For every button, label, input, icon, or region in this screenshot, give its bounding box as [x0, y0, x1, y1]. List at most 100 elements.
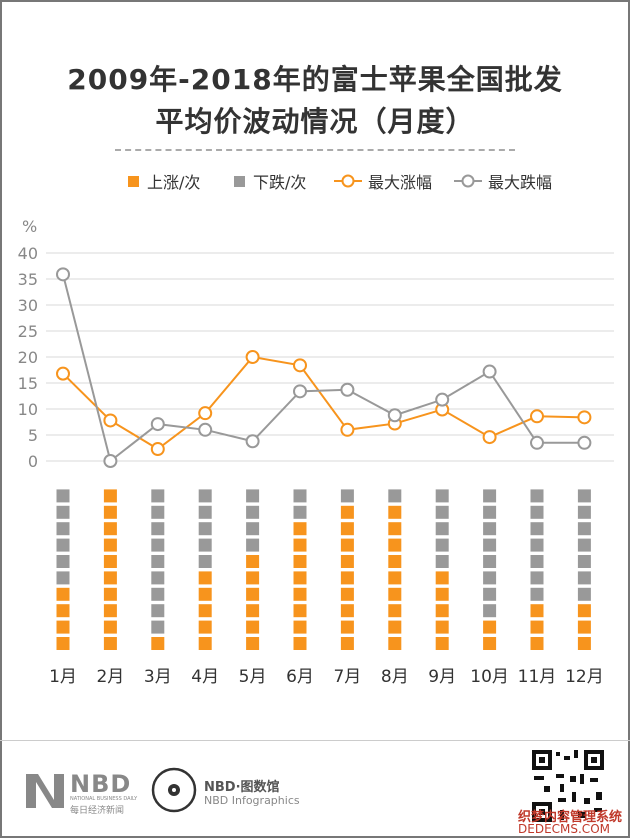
max-down-point-2 — [103, 454, 118, 468]
up-count-square-6-8 — [293, 522, 307, 536]
up-count-square-8-8 — [388, 522, 402, 536]
series-line-max-down — [62, 274, 585, 463]
down-count-square-3-9 — [151, 505, 165, 519]
chart-title-line1: 2009年-2018年的富士苹果全国批发 — [67, 63, 563, 96]
up-count-square-9-1 — [435, 637, 449, 650]
up-count-square-8-7 — [388, 538, 402, 552]
down-count-square-4-7 — [198, 538, 212, 552]
up-count-square-8-1 — [388, 637, 402, 650]
down-count-square-5-9 — [246, 505, 260, 519]
up-count-square-8-6 — [388, 555, 402, 568]
up-count-square-5-5 — [246, 571, 260, 585]
legend-label-max-up: 最大涨幅 — [368, 173, 433, 192]
down-count-square-4-6 — [198, 555, 212, 568]
up-count-square-9-3 — [435, 604, 449, 618]
down-count-square-10-5 — [483, 571, 497, 585]
down-count-square-11-5 — [530, 571, 544, 585]
max-up-point-2 — [103, 413, 118, 428]
nbd-english-name: NATIONAL BUSINESS DAILY — [70, 796, 138, 802]
up-count-square-1-3 — [56, 604, 70, 618]
up-count-square-6-1 — [293, 637, 307, 650]
down-count-square-12-8 — [577, 522, 591, 536]
down-count-square-1-8 — [56, 522, 70, 536]
up-count-square-8-2 — [388, 620, 402, 634]
up-count-square-2-4 — [103, 587, 117, 601]
up-count-square-2-6 — [103, 555, 117, 568]
max-up-point-3 — [150, 442, 165, 457]
max-up-point-11 — [530, 409, 544, 424]
max-down-point-4 — [198, 422, 213, 437]
max-down-point-5 — [245, 434, 260, 449]
down-count-square-9-8 — [435, 522, 449, 536]
down-count-square-4-9 — [198, 505, 212, 519]
up-count-square-4-3 — [198, 604, 212, 618]
legend-swatch-down — [234, 175, 245, 187]
x-tick-label: 10月 — [470, 667, 509, 687]
max-up-point-4 — [198, 406, 213, 421]
up-count-square-2-1 — [103, 637, 117, 650]
title-divider — [115, 149, 515, 151]
up-count-square-8-4 — [388, 587, 402, 601]
up-count-square-4-4 — [198, 587, 212, 601]
legend-label-up: 上涨/次 — [147, 173, 201, 192]
max-up-point-6 — [293, 358, 307, 373]
up-count-square-2-5 — [103, 571, 117, 585]
down-count-square-9-10 — [435, 489, 449, 503]
watermark-text-cn: 织梦内容管理系统 — [518, 810, 623, 825]
down-count-square-1-5 — [56, 571, 70, 585]
x-tick-label: 4月 — [191, 667, 219, 687]
y-tick-label: 5 — [28, 426, 38, 445]
down-count-square-11-8 — [530, 522, 544, 536]
chart-title-line2: 平均价波动情况（月度） — [155, 105, 475, 138]
max-down-point-7 — [340, 382, 355, 397]
y-tick-label: 35 — [18, 270, 38, 289]
up-count-square-8-9 — [388, 505, 402, 519]
legend-item-down: 下跌/次 — [234, 168, 306, 194]
up-count-square-9-5 — [435, 571, 449, 585]
down-count-square-4-8 — [198, 522, 212, 536]
max-down-point-6 — [293, 384, 307, 399]
max-down-point-8 — [387, 408, 402, 423]
up-count-square-11-1 — [530, 637, 544, 650]
down-count-square-1-6 — [56, 555, 70, 568]
footer-divider — [0, 740, 630, 741]
legend-swatch-max-up — [334, 174, 362, 188]
legend-label-down: 下跌/次 — [253, 173, 307, 192]
x-tick-label: 6月 — [286, 667, 314, 687]
down-count-square-10-8 — [483, 522, 497, 536]
down-count-square-9-7 — [435, 538, 449, 552]
legend-item-max-up: 最大涨幅 — [334, 168, 432, 194]
down-count-square-11-10 — [530, 489, 544, 503]
legend-swatch-max-down — [454, 174, 482, 188]
max-up-point-12 — [577, 410, 592, 425]
infographics-logo-icon — [151, 767, 197, 813]
up-count-square-7-4 — [340, 587, 354, 601]
infographics-name: NBD·图数馆 — [204, 780, 280, 795]
max-down-point-12 — [577, 435, 592, 450]
up-count-square-12-3 — [577, 604, 591, 618]
up-count-square-1-1 — [56, 637, 70, 650]
up-count-square-7-9 — [340, 505, 354, 519]
legend: 上涨/次 下跌/次 最大涨幅 最大跌幅 — [0, 168, 630, 194]
down-count-square-9-9 — [435, 505, 449, 519]
max-down-point-10 — [482, 364, 497, 379]
up-count-square-11-2 — [530, 620, 544, 634]
down-count-square-9-6 — [435, 555, 449, 568]
down-count-square-12-6 — [577, 555, 591, 568]
down-count-square-11-9 — [530, 505, 544, 519]
y-axis-unit: % — [22, 217, 37, 236]
down-count-square-8-10 — [388, 489, 402, 503]
y-tick-label: 25 — [18, 322, 38, 341]
up-count-square-7-3 — [340, 604, 354, 618]
x-tick-label: 3月 — [144, 667, 172, 687]
up-count-square-7-1 — [340, 637, 354, 650]
up-count-square-2-9 — [103, 505, 117, 519]
up-count-square-7-2 — [340, 620, 354, 634]
down-count-square-3-5 — [151, 571, 165, 585]
up-count-square-6-7 — [293, 538, 307, 552]
x-tick-label: 1月 — [49, 667, 77, 687]
down-count-square-1-7 — [56, 538, 70, 552]
down-count-square-1-10 — [56, 489, 70, 503]
down-count-square-11-6 — [530, 555, 544, 568]
down-count-square-10-7 — [483, 538, 497, 552]
